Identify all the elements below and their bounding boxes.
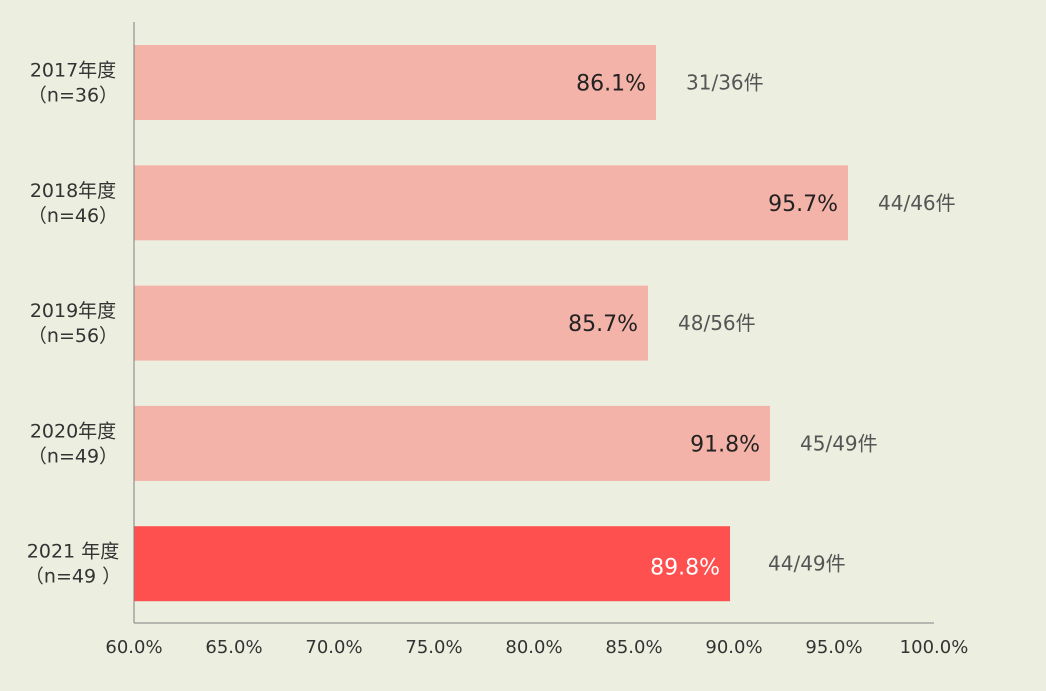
category-label-year: 2021 年度 [27,541,119,563]
bar-value-label: 95.7% [768,192,838,217]
bar-count-label: 48/56件 [678,311,756,335]
bar [134,45,656,120]
x-tick-label: 75.0% [405,637,462,658]
bar-value-label: 91.8% [690,432,760,457]
labels-group: 86.1% 31/36件 2017年度 （n=36） 95.7% 44/46件 2018年度… [25,60,956,588]
category-label-n: （n=49 ） [25,566,121,588]
bar-count-label: 31/36件 [686,71,764,95]
bar [134,165,848,241]
bar-count-label: 45/49件 [800,431,878,455]
bar-value-label: 89.8% [650,556,720,581]
x-tick-label: 70.0% [305,637,362,658]
bars-group [134,45,848,602]
bar-value-label: 85.7% [568,312,638,337]
x-tick-label: 100.0% [900,637,969,658]
category-label-n: （n=36） [28,85,118,107]
x-tick-label: 65.0% [205,637,262,658]
category-label-n: （n=46） [28,205,118,227]
bar [134,405,770,481]
bar [134,526,730,602]
category-label-year: 2020年度 [30,420,116,442]
category-label-year: 2017年度 [30,60,116,82]
bar-value-label: 86.1% [576,72,646,97]
x-tick-label: 90.0% [705,637,762,658]
category-label-year: 2018年度 [30,180,116,202]
category-label-n: （n=49） [28,445,118,467]
bar-count-label: 44/49件 [768,552,846,576]
category-label-year: 2019年度 [30,300,116,322]
x-tick-label: 85.0% [605,637,662,658]
x-tick-label: 95.0% [805,637,862,658]
x-tick-label: 80.0% [505,637,562,658]
bar-count-label: 44/46件 [878,191,956,215]
category-label-n: （n=56） [28,325,118,347]
bar [134,285,648,361]
x-tick-label: 60.0% [105,637,162,658]
axes-group: 60.0% 65.0% 70.0% 75.0% 80.0% 85.0% 90.0% 95.0%… [105,22,968,658]
